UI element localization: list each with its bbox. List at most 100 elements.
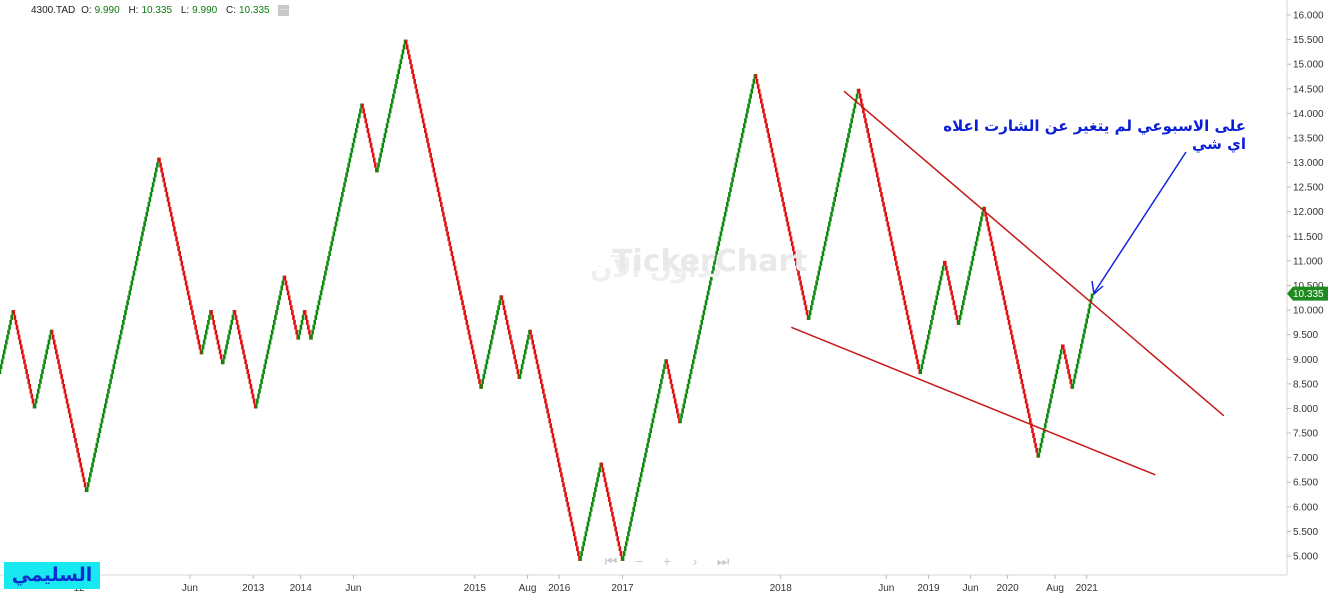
renko-box-down [55,349,58,355]
renko-box-down [1007,319,1011,325]
renko-box-up [230,319,234,325]
renko-box-up [128,290,132,296]
renko-box-up [377,162,380,168]
renko-box-up [752,78,756,84]
renko-box-up [593,492,596,497]
chart-navigation: ⏮ − + › ⏭ [597,553,737,570]
x-tick-label: 2017 [611,583,634,594]
renko-box-down [308,329,311,335]
renko-box-up [652,413,656,419]
renko-box-down [295,329,298,335]
renko-box-down [413,78,416,84]
renko-box-up [0,369,2,375]
next-icon[interactable]: › [692,553,698,569]
renko-box-up [749,93,752,99]
renko-box-down [173,226,176,232]
renko-box-down [1066,364,1069,370]
renko-box-down [874,167,878,173]
renko-box-down [537,369,541,375]
renko-box-down [772,157,776,163]
renko-box-down [178,251,181,256]
renko-box-up [489,339,493,345]
renko-box-down [425,133,428,138]
renko-box-down [217,344,221,350]
renko-box-up [730,182,733,188]
renko-box-down [999,280,1002,286]
renko-box-down [1035,447,1039,453]
renko-box-up [655,398,659,404]
zoom-out-icon[interactable]: − [634,553,644,569]
renko-box-up [688,374,692,379]
low-value: 9.990 [192,5,218,17]
renko-box-down [575,541,578,547]
renko-box-down [1008,324,1012,330]
renko-box-up [701,315,705,320]
renko-box-down [1003,300,1007,306]
renko-box-up [1079,348,1082,354]
renko-box-up [280,285,284,291]
renko-box-up [126,300,129,306]
renko-box-up [349,152,353,158]
renko-box-down [475,364,478,370]
renko-box-down [17,334,21,340]
renko-box-down [557,462,561,468]
renko-box-up [393,88,396,94]
renko-box-down [409,59,412,65]
trendline-lower [791,326,1156,476]
renko-box-down [72,428,75,434]
renko-box-down [432,167,436,173]
renko-box-down [917,364,920,370]
renko-box-up [966,280,969,286]
renko-box-up [845,142,848,148]
renko-box-up [647,437,650,443]
zoom-in-icon[interactable]: + [662,553,672,569]
renko-box-down [1069,378,1073,384]
renko-box-down [888,231,892,237]
renko-box-down [454,270,458,276]
renko-box-up [684,393,688,399]
renko-box-down [212,319,216,325]
renko-box-up [964,290,967,296]
first-icon[interactable]: ⏮ [604,553,618,569]
renko-box-down [762,108,765,114]
renko-box-down [868,137,872,143]
renko-box-up [281,280,285,286]
renko-box-up [965,285,968,291]
renko-box-down [362,108,365,114]
renko-box-up [398,64,402,70]
renko-box-up [639,472,643,478]
renko-box-down [158,157,161,163]
renko-box-down [916,359,919,365]
renko-box-up [1054,374,1058,379]
renko-box-down [447,236,451,242]
renko-box-up [318,295,322,301]
renko-box-up [265,354,269,360]
renko-box-up [391,98,394,104]
renko-box-up [931,315,934,320]
renko-box-up [380,147,384,153]
menu-dots-icon[interactable]: ⋯ [278,4,290,16]
renko-box-down [881,196,884,202]
renko-box-down [449,246,453,252]
renko-box-down [459,290,462,296]
renko-box-down [1000,285,1003,291]
renko-box-down [1006,315,1010,320]
last-icon[interactable]: ⏭ [716,553,730,569]
renko-box-down [177,246,180,252]
renko-box-down [876,177,880,183]
renko-box-down [1026,408,1030,414]
renko-box-up [9,319,12,325]
renko-box-down [247,374,251,379]
renko-box-down [995,260,998,266]
renko-box-up [718,236,722,242]
renko-box-up [387,113,391,119]
y-tick-label: 15.000 [1293,60,1324,71]
renko-box-up [228,329,231,335]
renko-box-up [851,113,855,119]
renko-box-down [184,280,188,286]
renko-box-down [74,437,77,443]
renko-box-up [143,221,146,227]
renko-box-up [299,324,303,330]
x-tick-label: Jun [878,583,894,594]
